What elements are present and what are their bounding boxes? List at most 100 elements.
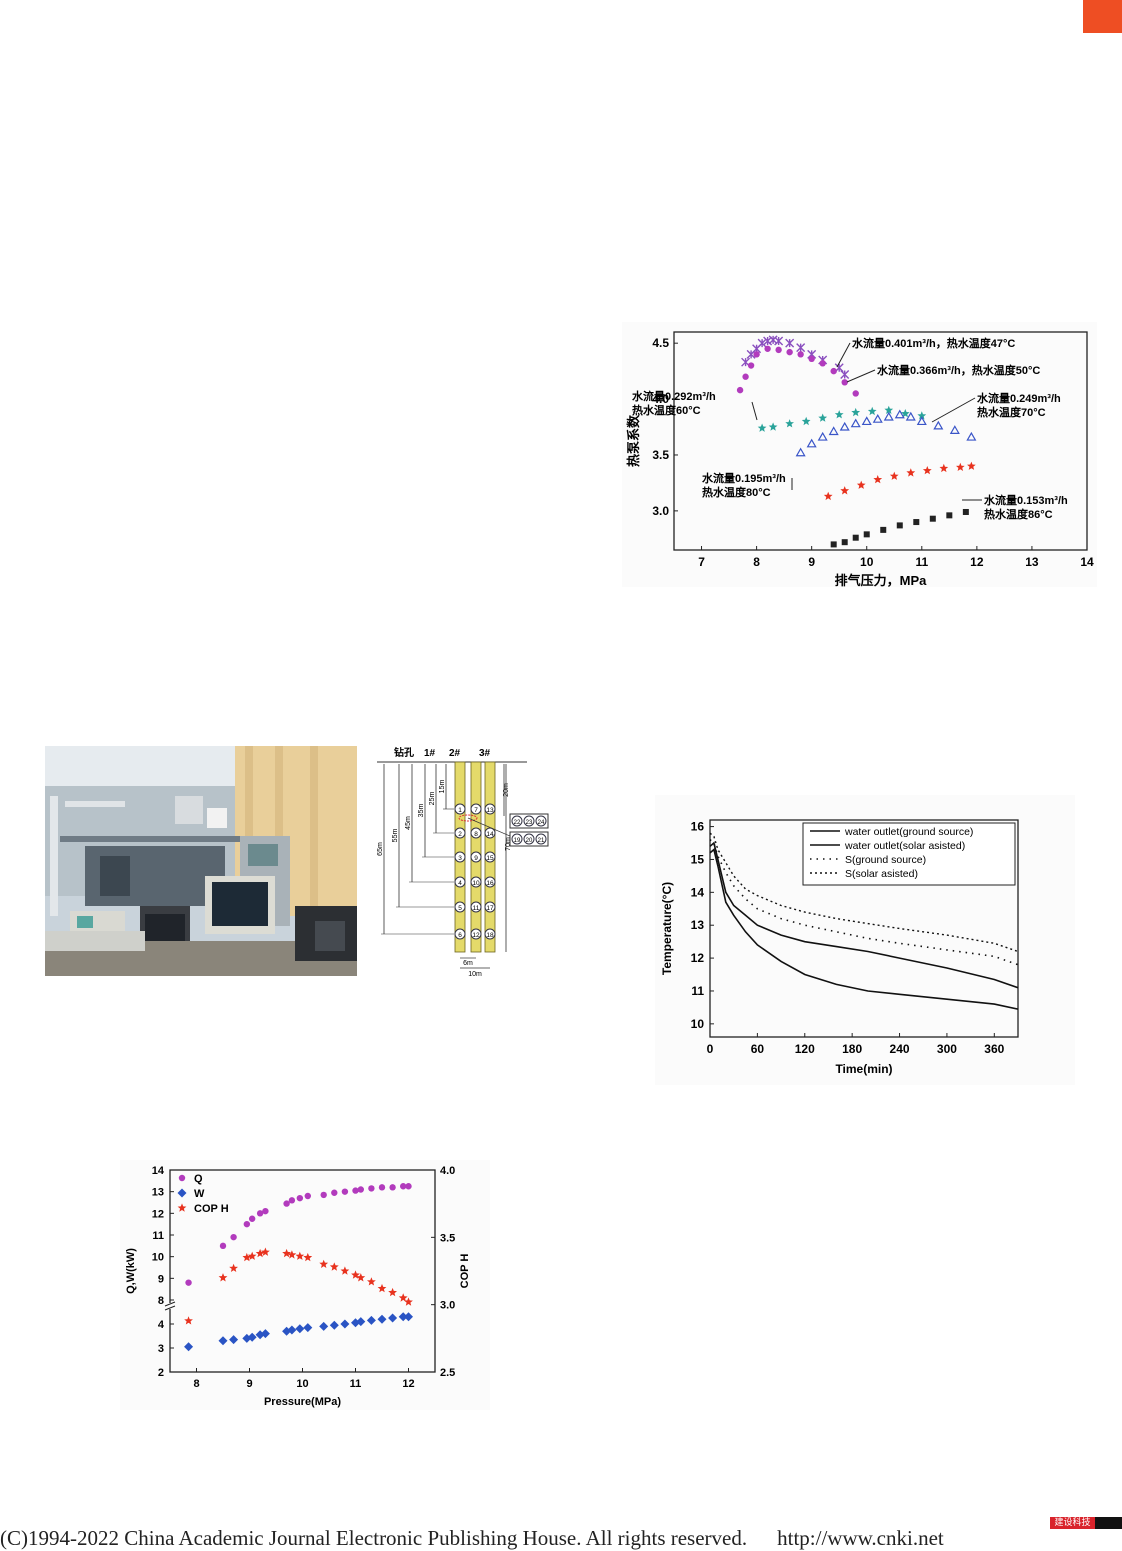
data-point	[283, 1200, 290, 1207]
annotation-arrow	[836, 342, 851, 368]
y-tick-label: 12	[152, 1208, 164, 1220]
dimension-label: 70m	[505, 837, 512, 851]
y-right-axis-label: COP H	[459, 1254, 471, 1289]
annotation-arrow	[751, 401, 758, 421]
data-point	[388, 1313, 398, 1323]
dimension-label: 45m	[405, 816, 412, 830]
figure-temperature-vs-time: 0 60 120 180 240 300 360 16 15 14 13 12 11 10 Time(min…	[655, 795, 1075, 1085]
data-point	[295, 1251, 305, 1260]
data-point	[282, 1326, 292, 1336]
annotation-arrow	[846, 369, 876, 383]
series-line	[709, 832, 1019, 953]
data-point	[303, 1252, 313, 1262]
data-point	[288, 1197, 296, 1204]
sensor	[454, 928, 466, 940]
sensor	[454, 803, 466, 815]
data-point	[817, 431, 828, 441]
annotation-line1: 水流量0.401m³/h，热水温度47°C	[852, 336, 1015, 350]
lab-photo	[45, 746, 357, 976]
annotation-line1: 水流量0.195m³/h	[702, 471, 786, 485]
data-point	[929, 515, 936, 522]
sensor	[523, 833, 535, 845]
data-point	[786, 348, 793, 356]
sensor	[511, 833, 523, 845]
data-point	[808, 355, 815, 363]
figure-q-w-cop-vs-pressure: 8 9 10 11 12 14 13 12 11 10 9 8 4 3 2 4.0 3.5 3.0 2.5 Press…	[120, 1160, 490, 1410]
x-tick-label: 240	[890, 1042, 910, 1056]
data-point	[933, 420, 944, 430]
sensor-label: 8	[474, 831, 478, 838]
sensor-label: 11	[473, 905, 480, 912]
data-point	[834, 410, 844, 419]
data-point	[884, 405, 894, 414]
x-tick-label: 12	[402, 1378, 414, 1390]
data-point	[184, 1316, 193, 1325]
data-point	[872, 413, 883, 423]
y-tick-label: 12	[691, 951, 705, 965]
x-tick-label: 8	[193, 1378, 199, 1390]
dimension-label: 20m	[503, 783, 510, 797]
sensor	[454, 876, 466, 888]
data-point	[351, 1270, 360, 1279]
sensor-label: 17	[486, 905, 494, 912]
data-point	[366, 1315, 376, 1325]
data-point	[248, 1215, 256, 1222]
data-point	[913, 519, 920, 526]
y-tick-label: 14	[152, 1165, 165, 1177]
data-point	[873, 475, 883, 484]
data-point	[949, 425, 960, 434]
data-point	[852, 390, 859, 397]
dimension-label: 15m	[439, 780, 446, 794]
series-line	[709, 848, 1019, 1010]
data-point	[404, 1312, 413, 1322]
data-point	[764, 345, 771, 352]
sensor-label: 18	[486, 932, 494, 939]
annotation-line1: 水流量0.249m³/h	[977, 391, 1061, 405]
data-point	[218, 1336, 228, 1346]
data-point	[883, 411, 894, 421]
data-point	[747, 362, 755, 369]
borehole-3: 3#	[479, 748, 491, 759]
x-tick-label: 11	[915, 555, 928, 569]
data-point	[261, 1247, 270, 1256]
spacing-label: 6m	[463, 960, 473, 967]
annotation-line1: 水流量0.292m³/h	[632, 389, 716, 403]
sensor	[454, 827, 466, 839]
data-point	[917, 411, 927, 420]
y-tick-label: 4.0	[652, 392, 669, 406]
data-point	[946, 512, 953, 519]
y-tick-label: 9	[158, 1273, 164, 1285]
data-point	[218, 1273, 228, 1282]
annotation-line2: 热水温度80°C	[702, 485, 771, 499]
data-point	[922, 466, 932, 475]
dimension-label: 25m	[429, 792, 436, 806]
marker-ellipse	[458, 814, 478, 822]
sensor-label: 10	[472, 880, 480, 887]
x-axis-label: Pressure(MPa)	[264, 1396, 341, 1408]
sensor-label: 1	[458, 807, 462, 814]
data-point	[262, 1207, 269, 1215]
data-point	[378, 1184, 386, 1191]
y-tick-label: 4	[158, 1319, 165, 1331]
data-point	[818, 413, 828, 422]
sensor-label: 2	[458, 831, 462, 838]
x-tick-label: 12	[970, 555, 984, 569]
data-point	[801, 416, 811, 426]
x-axis-label: Time(min)	[835, 1062, 892, 1076]
y-right-tick-label: 2.5	[440, 1367, 455, 1379]
sensor-label: 22	[514, 820, 521, 826]
axis-break	[166, 1303, 174, 1309]
y-tick-label: 3.0	[652, 504, 669, 518]
footer-url[interactable]: http://www.cnki.net	[777, 1526, 944, 1550]
series-line	[709, 839, 1019, 966]
y-tick-label: 14	[691, 885, 705, 899]
data-point	[357, 1186, 364, 1193]
data-point	[389, 1184, 396, 1191]
series-line	[709, 841, 1019, 989]
x-tick-label: 9	[808, 555, 815, 569]
data-point	[768, 335, 778, 345]
figure-cop-vs-discharge-pressure: 7 8 9 10 11 12 13 14 4.5 4.0 3.5 3.0 排气压力，MPa 热泵系数 水流量…	[622, 322, 1097, 587]
y-axis-label: Temperature(°C)	[660, 882, 674, 975]
data-point	[304, 1192, 311, 1200]
y-tick-label: 11	[691, 984, 704, 998]
